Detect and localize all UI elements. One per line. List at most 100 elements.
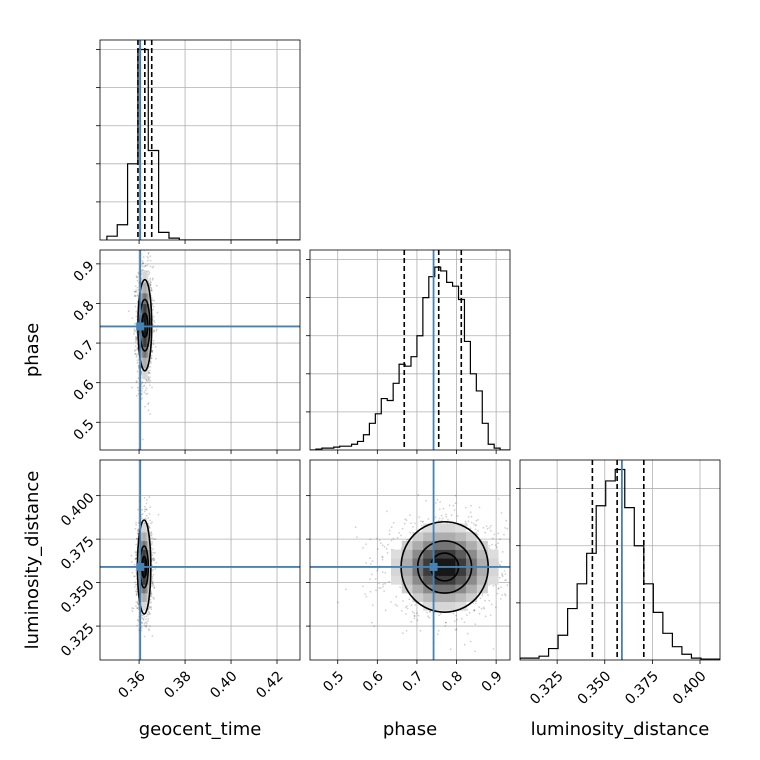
sample-point bbox=[144, 505, 146, 508]
density-cell bbox=[144, 523, 146, 533]
sample-point bbox=[136, 624, 139, 627]
sample-point bbox=[470, 504, 472, 507]
density-cell bbox=[466, 549, 478, 559]
density-cell bbox=[147, 532, 149, 542]
sample-point bbox=[456, 515, 459, 517]
density-cell bbox=[145, 575, 148, 585]
sample-point bbox=[344, 588, 347, 591]
sample-point bbox=[381, 558, 384, 561]
sample-point bbox=[147, 628, 150, 631]
density-cell bbox=[143, 325, 146, 337]
density-cell bbox=[476, 575, 488, 585]
density-cell bbox=[141, 293, 144, 305]
sample-point bbox=[417, 494, 420, 496]
sample-point bbox=[136, 286, 139, 289]
density-cell bbox=[142, 523, 145, 533]
sample-point bbox=[376, 537, 378, 540]
sample-point bbox=[369, 590, 372, 593]
sample-point bbox=[151, 554, 154, 557]
density-cell bbox=[466, 532, 478, 542]
sample-point bbox=[447, 519, 449, 521]
sample-point bbox=[492, 648, 495, 650]
sample-point bbox=[135, 558, 137, 560]
plot-area bbox=[100, 460, 300, 660]
density-cell bbox=[146, 357, 149, 369]
sample-point bbox=[149, 259, 152, 262]
density-cell bbox=[144, 575, 146, 585]
sample-point bbox=[148, 611, 151, 614]
density-cell bbox=[147, 593, 149, 603]
sample-point bbox=[503, 570, 506, 572]
sample-point bbox=[136, 359, 139, 362]
sample-point bbox=[143, 616, 146, 618]
sample-point bbox=[369, 538, 372, 541]
sample-point bbox=[148, 527, 151, 529]
sample-point bbox=[136, 386, 139, 389]
sample-point bbox=[365, 562, 367, 564]
sample-point bbox=[137, 603, 140, 605]
density-cell bbox=[466, 540, 478, 550]
sample-point bbox=[143, 635, 146, 638]
sample-point bbox=[146, 622, 148, 625]
sample-point bbox=[135, 601, 138, 604]
sample-point bbox=[414, 522, 416, 525]
sample-point bbox=[474, 602, 477, 605]
sample-point bbox=[469, 640, 472, 643]
sample-point bbox=[134, 329, 137, 332]
sample-point bbox=[426, 611, 428, 614]
density-cell bbox=[412, 575, 424, 585]
sample-point bbox=[150, 544, 153, 546]
sample-point bbox=[141, 617, 144, 620]
sample-point bbox=[141, 381, 144, 383]
sample-point bbox=[364, 593, 367, 595]
sample-point bbox=[376, 548, 379, 550]
sample-point bbox=[135, 339, 138, 341]
density-cell bbox=[487, 575, 499, 585]
grid bbox=[100, 250, 300, 450]
sample-point bbox=[144, 381, 147, 384]
sample-point bbox=[154, 568, 157, 570]
sample-point bbox=[438, 508, 441, 511]
sample-point bbox=[394, 603, 397, 606]
sample-point bbox=[147, 620, 149, 623]
sample-point bbox=[392, 521, 395, 524]
sample-point bbox=[131, 571, 134, 574]
sample-point bbox=[388, 529, 391, 532]
sample-point bbox=[501, 572, 503, 575]
sample-point bbox=[441, 517, 444, 520]
density-cell bbox=[142, 593, 145, 603]
density-cell bbox=[144, 540, 146, 550]
sample-point bbox=[134, 305, 137, 308]
density-cell bbox=[143, 346, 146, 358]
sample-point bbox=[133, 563, 136, 566]
density-cell bbox=[144, 558, 146, 568]
sample-point bbox=[135, 354, 138, 357]
sample-point bbox=[147, 251, 150, 254]
sample-point bbox=[437, 629, 440, 632]
density-cell bbox=[142, 558, 145, 568]
sample-point bbox=[134, 290, 137, 293]
density-cell bbox=[141, 575, 144, 585]
density-cell bbox=[141, 357, 144, 369]
sample-point bbox=[141, 268, 144, 271]
sample-point bbox=[402, 600, 404, 602]
sample-point bbox=[152, 343, 155, 346]
sample-point bbox=[150, 593, 153, 595]
sample-point bbox=[362, 585, 364, 588]
density-cell bbox=[141, 540, 144, 550]
sample-point bbox=[141, 509, 144, 511]
sample-point bbox=[381, 556, 384, 559]
density-cell bbox=[487, 549, 499, 559]
sample-point bbox=[149, 283, 152, 286]
sample-point bbox=[149, 265, 152, 268]
sample-point bbox=[152, 265, 155, 268]
sample-point bbox=[448, 504, 451, 507]
density-cell bbox=[444, 601, 456, 611]
sample-point bbox=[135, 521, 138, 524]
density-cell bbox=[144, 282, 147, 294]
sample-point bbox=[466, 608, 469, 611]
density-cell bbox=[144, 601, 146, 611]
density-cell bbox=[444, 558, 456, 568]
sample-point bbox=[152, 568, 155, 571]
sample-point bbox=[425, 499, 428, 502]
